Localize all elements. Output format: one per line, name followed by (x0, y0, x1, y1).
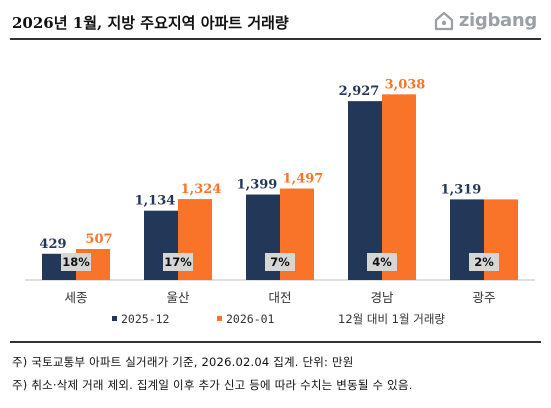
data-label-2025-12: 1,134 (135, 194, 176, 209)
legend-swatch-2025-12 (112, 316, 117, 321)
pct-change-label: 17% (164, 255, 192, 269)
x-tick-label: 경남 (370, 290, 394, 305)
data-label-2025-12: 2,927 (339, 84, 380, 99)
bar-chart: 429 507 18% 세종 1,134 1,324 17% 울산 1,399 1,497 7% 대전… (25, 77, 535, 326)
pct-change-label: 7% (270, 255, 290, 269)
data-label-2026-01: 507 (85, 232, 112, 247)
zigbang-logo-icon (434, 11, 453, 30)
footnote-disclaimer: 주) 취소·삭제 거래 제외. 집계일 이후 추가 신고 등에 따라 수치는 변… (12, 378, 413, 392)
data-label-2026-01: 3,038 (385, 77, 426, 92)
data-label-2026-01: 1,324 (181, 182, 222, 197)
data-label-2026-01: 1,497 (283, 172, 324, 187)
bar-2025-12 (348, 101, 382, 280)
pct-label-box (469, 253, 499, 271)
pct-label-box (61, 253, 91, 271)
pct-change-label: 4% (372, 255, 392, 269)
legend-swatch-2026-01 (217, 316, 222, 321)
pct-legend-note: 12월 대비 1월 거래량 (338, 312, 445, 326)
pct-change-label: 18% (62, 255, 90, 269)
chart-area: 429 507 18% 세종 1,134 1,324 17% 울산 1,399 1,497 7% 대전… (10, 40, 541, 340)
bottom-rule (10, 341, 541, 343)
pct-change-label: 2% (474, 255, 494, 269)
pct-label-box (367, 253, 397, 271)
brand: zigbang (433, 10, 537, 31)
data-label-2025-12: 1,319 (441, 182, 482, 197)
x-tick-label: 대전 (268, 290, 291, 305)
bar-2026-01 (382, 94, 416, 280)
legend-label-2026-01: 2026-01 (226, 312, 275, 326)
page-title: 2026년 1월, 지방 주요지역 아파트 거래량 (12, 14, 289, 32)
data-label-2025-12: 1,399 (237, 178, 278, 193)
x-tick-label: 광주 (472, 290, 495, 305)
brand-name: zigbang (458, 10, 537, 31)
footnote-source: 주) 국토교통부 아파트 실거래가 기준, 2026.02.04 집계. 단위:… (12, 355, 354, 369)
pct-label-box (163, 253, 193, 271)
x-tick-label: 세종 (64, 290, 87, 305)
pct-label-box (265, 253, 295, 271)
top-rule (10, 38, 541, 40)
data-label-2025-12: 429 (39, 237, 66, 252)
legend-label-2025-12: 2025-12 (121, 312, 169, 326)
x-tick-label: 울산 (166, 290, 190, 305)
